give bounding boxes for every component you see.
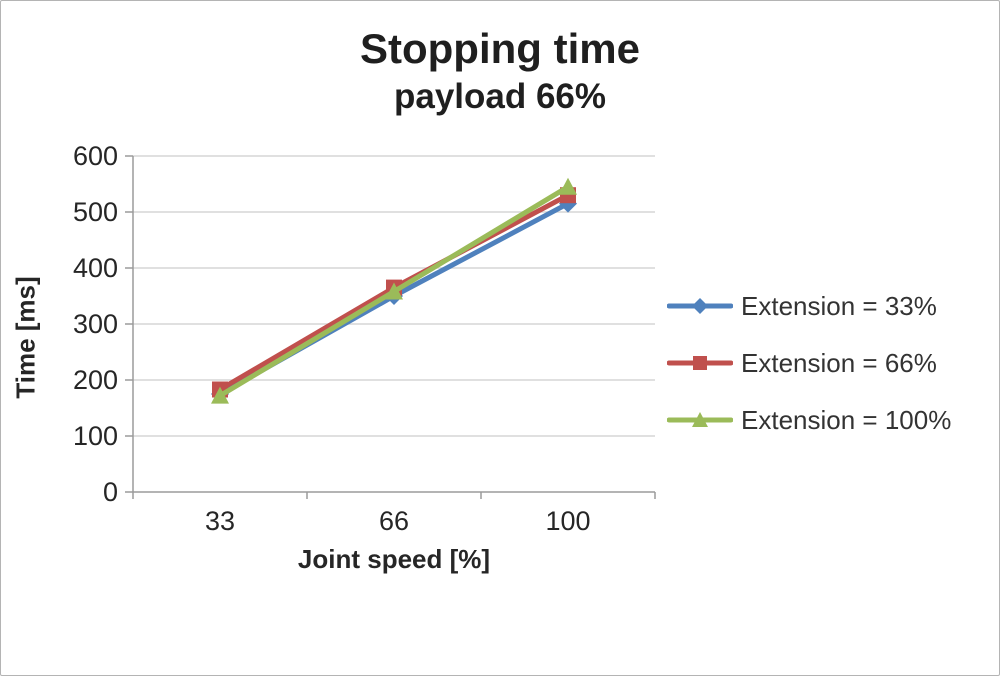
chart-title-block: Stopping time payload 66% xyxy=(1,1,999,118)
y-axis-title: Time [ms] xyxy=(10,275,41,399)
svg-text:0: 0 xyxy=(103,477,118,507)
svg-text:100: 100 xyxy=(545,506,590,536)
chart-subtitle: payload 66% xyxy=(393,77,607,117)
svg-text:600: 600 xyxy=(73,141,118,171)
svg-text:400: 400 xyxy=(73,253,118,283)
legend-item: Extension = 33% xyxy=(667,291,997,322)
plot-column: 0 100 200 300 400 500 600 33 66 100 Joint speed [… xyxy=(45,140,665,575)
svg-text:500: 500 xyxy=(73,197,118,227)
svg-text:33: 33 xyxy=(205,506,235,536)
legend-swatch-square-icon xyxy=(667,356,733,371)
legend-label: Extension = 33% xyxy=(741,290,937,321)
plot-wrapper: Time [ms] 0 100 200 300 400 500 600 33 66 100 Joi… xyxy=(7,140,665,575)
y-axis-title-column: Time [ms] xyxy=(7,140,45,575)
legend: Extension = 33% Extension = 66% Extensio… xyxy=(667,146,997,581)
plot-area: 0 100 200 300 400 500 600 33 66 100 xyxy=(73,141,656,536)
legend-item: Extension = 66% xyxy=(667,348,997,379)
legend-swatch-diamond-icon xyxy=(667,298,733,315)
legend-label: Extension = 100% xyxy=(741,404,952,435)
legend-item: Extension = 100% xyxy=(667,405,997,436)
chart-title: Stopping time xyxy=(360,25,640,72)
x-axis-title: Joint speed [%] xyxy=(297,543,491,574)
legend-label: Extension = 66% xyxy=(741,347,937,378)
svg-text:100: 100 xyxy=(73,421,118,451)
svg-text:200: 200 xyxy=(73,365,118,395)
legend-swatch-triangle-icon xyxy=(667,412,733,428)
svg-text:300: 300 xyxy=(73,309,118,339)
svg-text:66: 66 xyxy=(379,506,409,536)
chart-body: Time [ms] 0 100 200 300 400 500 600 33 66 100 Joi… xyxy=(1,140,999,575)
